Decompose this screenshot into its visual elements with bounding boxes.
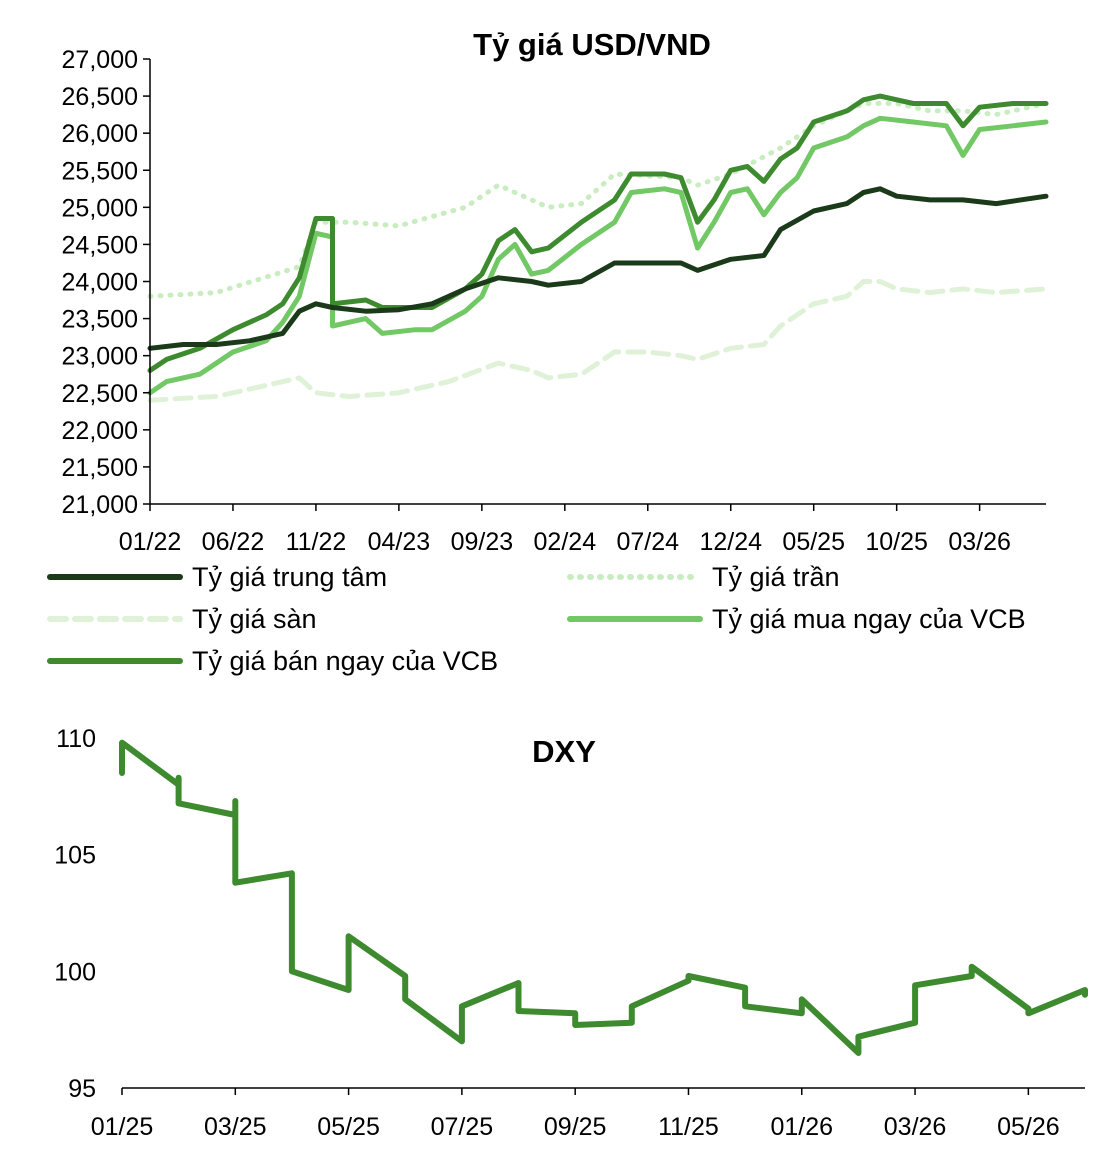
usd-vnd-y-tick-label: 24,000 (62, 269, 138, 297)
usd-vnd-y-tick-label: 26,000 (62, 120, 138, 148)
usd-vnd-x-tick-label: 01/22 (119, 528, 182, 556)
dxy-line-series-0 (119, 739, 1088, 1056)
usd-vnd-y-tick-label: 22,500 (62, 380, 138, 408)
usd-vnd-line-ty-gia-trung-tam (147, 186, 1049, 351)
legend-label-ty-gia-trung-tam: Tỷ giá trung tâm (192, 562, 387, 592)
usd-vnd-line-ty-gia-ban-ngay-cua-vcb (147, 93, 1049, 373)
usd-vnd-y-tick-label: 25,500 (62, 157, 138, 185)
usd-vnd-x-tick-label: 12/24 (699, 528, 762, 556)
dxy-x-ticks: 01/25 03/25 05/25 07/25 09/25 11/25 01/26 03/26… (91, 1088, 1060, 1141)
legend-label-ty-gia-tran: Tỷ giá trần (712, 562, 840, 592)
usd-vnd-y-tick-label: 23,000 (62, 343, 138, 371)
usd-vnd-x-tick-label: 06/22 (202, 528, 265, 556)
dxy-chart: DXY 110 105 100 95 01/25 03/25 05/25 07/25 09/2… (54, 725, 1088, 1141)
usd-vnd-y-ticks: 27,000 26,500 26,000 25,500 25,000 24,500 24,0… (62, 46, 150, 519)
dxy-series-group (119, 739, 1088, 1056)
usd-vnd-chart-title: Tỷ giá USD/VND (473, 27, 711, 62)
dxy-x-tick-label: 01/25 (91, 1113, 154, 1141)
usd-vnd-x-tick-label: 04/23 (368, 528, 431, 556)
legend-label-ty-gia-ban-ngay-cua-vcb: Tỷ giá bán ngay của VCB (192, 646, 498, 676)
usd-vnd-x-tick-label: 09/23 (451, 528, 514, 556)
dxy-x-tick-label: 03/26 (884, 1113, 947, 1141)
usd-vnd-y-tick-label: 23,500 (62, 306, 138, 334)
usd-vnd-x-tick-label: 10/25 (865, 528, 928, 556)
dxy-y-tick-label: 100 (54, 958, 96, 986)
usd-vnd-x-tick-label: 02/24 (534, 528, 597, 556)
dxy-y-ticks: 110 105 100 95 (54, 725, 96, 1103)
dxy-x-tick-label: 09/25 (544, 1113, 607, 1141)
usd-vnd-x-tick-label: 07/24 (616, 528, 679, 556)
usd-vnd-y-tick-label: 26,500 (62, 83, 138, 111)
dxy-x-tick-label: 01/26 (770, 1113, 833, 1141)
dxy-x-tick-label: 11/25 (658, 1113, 719, 1141)
dxy-y-tick-label: 95 (68, 1075, 96, 1103)
usd-vnd-y-tick-label: 21,000 (62, 491, 138, 519)
usd-vnd-legend: Tỷ giá trung tâm Tỷ giá trần Tỷ giá sàn Tỷ … (47, 562, 1026, 676)
dxy-x-tick-label: 05/26 (997, 1113, 1060, 1141)
usd-vnd-line-ty-gia-mua-ngay-cua-vcb (147, 115, 1049, 396)
usd-vnd-x-tick-label: 11/22 (286, 528, 347, 556)
usd-vnd-x-ticks: 01/22 06/22 11/22 04/23 09/23 02/24 07/24 12/24… (119, 504, 1011, 556)
legend-label-ty-gia-mua-ngay-cua-vcb: Tỷ giá mua ngay của VCB (712, 604, 1026, 634)
usd-vnd-y-tick-label: 25,000 (62, 194, 138, 222)
dxy-x-tick-label: 05/25 (317, 1113, 380, 1141)
legend-label-ty-gia-san: Tỷ giá sàn (192, 604, 317, 634)
usd-vnd-chart: Tỷ giá USD/VND 27,00026,50026,00025,5002… (47, 27, 1049, 676)
dxy-chart-title: DXY (532, 734, 596, 769)
usd-vnd-y-tick-label: 22,000 (62, 417, 138, 445)
dxy-x-tick-label: 07/25 (431, 1113, 494, 1141)
usd-vnd-x-tick-label: 05/25 (782, 528, 845, 556)
usd-vnd-y-tick-label: 24,500 (62, 231, 138, 259)
dxy-y-tick-label: 105 (54, 842, 96, 870)
dxy-x-tick-label: 03/25 (204, 1113, 267, 1141)
dxy-y-tick-label: 110 (56, 725, 96, 753)
usd-vnd-line-ty-gia-san (147, 279, 1049, 403)
usd-vnd-y-tick-label: 21,500 (62, 454, 138, 482)
usd-vnd-x-tick-label: 03/26 (948, 528, 1011, 556)
usd-vnd-series-group (147, 93, 1049, 403)
usd-vnd-y-tick-label: 27,000 (62, 46, 138, 74)
